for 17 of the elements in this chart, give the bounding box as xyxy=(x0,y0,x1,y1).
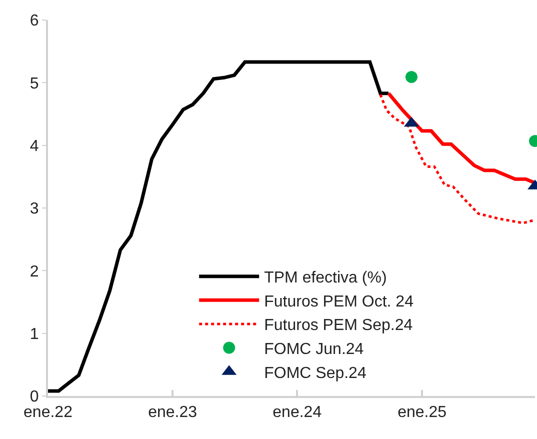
y-tick-label: 1 xyxy=(30,326,39,343)
y-tick-label: 4 xyxy=(30,138,39,155)
x-tick-label: ene.25 xyxy=(398,404,447,422)
legend-label: Futuros PEM Oct. 24 xyxy=(264,293,414,310)
legend-label: Futuros PEM Sep.24 xyxy=(264,317,413,334)
y-tick-label: 2 xyxy=(30,263,39,280)
legend-label: FOMC Jun.24 xyxy=(264,341,364,358)
y-tick-label: 0 xyxy=(30,388,39,406)
legend-label: TPM efectiva (%) xyxy=(264,270,387,287)
x-tick-label: ene.24 xyxy=(272,404,322,422)
y-tick-label: 5 xyxy=(30,75,39,92)
x-tick-label: ene.23 xyxy=(148,404,198,422)
x-tick-label: ene.22 xyxy=(24,404,73,422)
y-tick-label: 3 xyxy=(30,200,39,218)
y-tick-label: 6 xyxy=(30,12,39,30)
legend-label: FOMC Sep.24 xyxy=(264,364,366,382)
line-series xyxy=(379,93,535,224)
